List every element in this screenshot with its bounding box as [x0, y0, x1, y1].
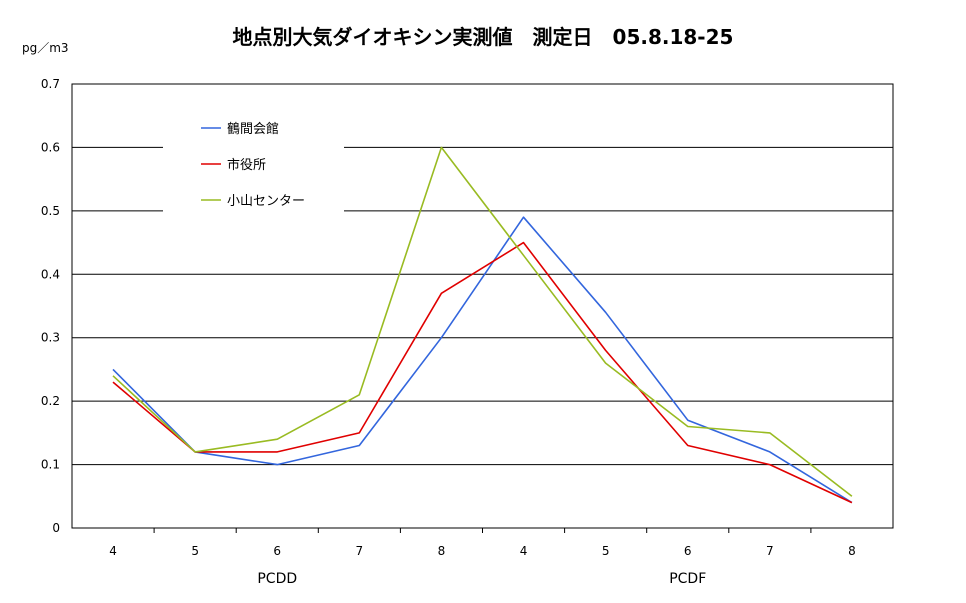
- x-tick-label-6: 5: [602, 544, 610, 558]
- x-tick-label-7: 6: [684, 544, 692, 558]
- legend-label-2: 小山センター: [227, 194, 305, 209]
- x-tick-label-2: 6: [273, 544, 281, 558]
- x-tick-label-0: 4: [109, 544, 117, 558]
- chart-title: 地点別大気ダイオキシン実測値 測定日 05.8.18-25: [233, 25, 734, 49]
- y-tick-label-6: 0.6: [41, 140, 60, 154]
- series-line-2: [112, 146, 853, 497]
- legend-label-0: 鶴間会館: [227, 121, 279, 137]
- group-label-pcdf: PCDF: [669, 571, 706, 587]
- x-tick-label-8: 7: [766, 544, 774, 558]
- series-line-0: [112, 216, 853, 504]
- x-tick-label-1: 5: [191, 544, 199, 558]
- group-label-pcdd: PCDD: [257, 571, 297, 587]
- y-tick-label-2: 0.2: [41, 394, 60, 408]
- y-tick-label-1: 0.1: [41, 458, 60, 472]
- x-tick-label-4: 8: [438, 544, 446, 558]
- legend-label-1: 市役所: [227, 157, 266, 173]
- x-tick-label-5: 4: [520, 544, 528, 558]
- x-tick-label-9: 8: [848, 544, 856, 558]
- y-tick-label-7: 0.7: [41, 77, 60, 91]
- x-tick-label-3: 7: [356, 544, 364, 558]
- series-line-1: [112, 241, 853, 504]
- y-tick-label-5: 0.5: [41, 204, 60, 218]
- y-tick-label-4: 0.4: [41, 267, 60, 281]
- y-tick-label-3: 0.3: [41, 331, 60, 345]
- legend-box: [163, 108, 344, 212]
- y-unit-label: pg／m3: [22, 41, 69, 55]
- y-tick-label-0: 0: [52, 521, 60, 535]
